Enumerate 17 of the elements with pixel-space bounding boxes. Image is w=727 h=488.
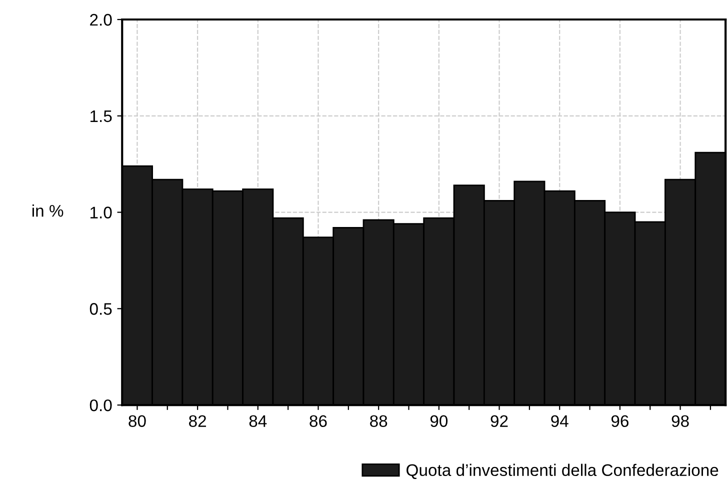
x-tick-label: 90 [430,415,448,428]
x-tick-label: 92 [490,415,508,428]
x-tick-label: 88 [370,415,388,428]
y-tick-label: 0.5 [90,303,112,315]
legend-label: Quota d’investimenti della Confederazione [406,464,718,480]
y-axis-title: in % [32,204,64,217]
x-tick-label: 98 [672,415,689,428]
x-tick-label: 80 [128,415,146,428]
x-tick-label: 84 [249,415,267,428]
x-tick-label: 82 [189,415,206,428]
x-tick-label: 94 [551,415,568,428]
x-tick-label: 86 [310,415,327,428]
y-tick-label: 1.5 [90,110,112,122]
x-tick-label: 96 [611,415,628,428]
y-tick-label: 2.0 [90,14,112,26]
y-tick-label: 1.0 [90,206,112,218]
y-tick-label: 0.0 [90,399,112,412]
